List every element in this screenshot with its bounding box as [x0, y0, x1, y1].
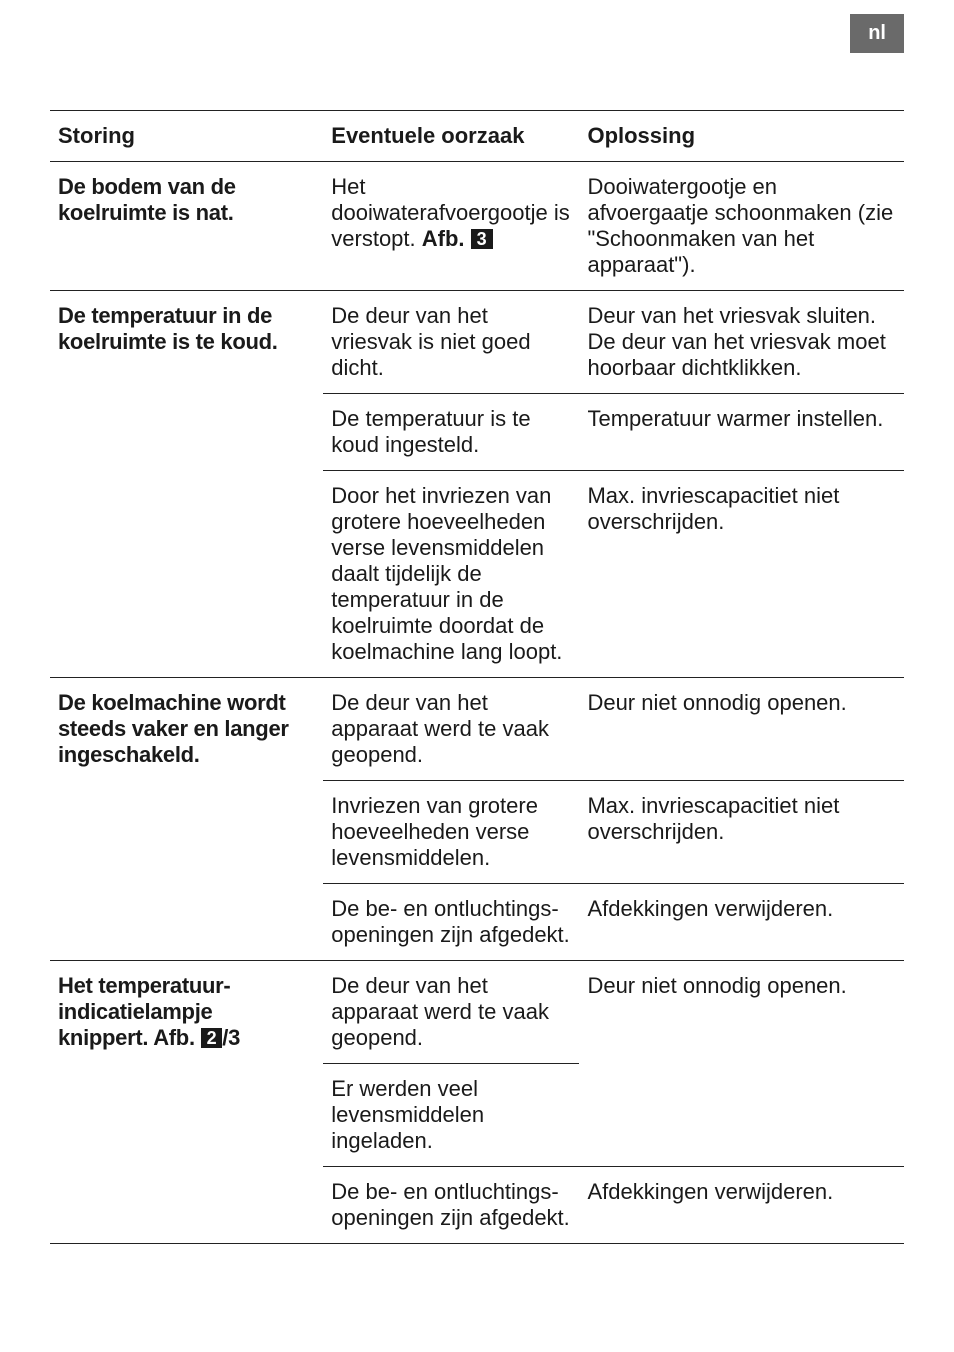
cause-4c: De be- en ontluchtings-openingen zijn af… [323, 1167, 579, 1244]
lang-tag: nl [850, 14, 904, 53]
cause-3c: De be- en ontluchtings-openingen zijn af… [323, 884, 579, 961]
storing-4-l3a: knippert. Afb. [58, 1025, 201, 1050]
th-solution: Oplossing [579, 111, 904, 162]
storing-3: De koelmachine wordt steeds vaker en lan… [50, 678, 323, 961]
storing-2: De temperatuur in de koelruimte is te ko… [50, 291, 323, 678]
sol-4a: Deur niet onnodig openen. [579, 961, 904, 1167]
sol-2c: Max. invriescapacitiet niet overschrijde… [579, 471, 904, 678]
cause-3b: Invriezen van grotere hoeveelheden verse… [323, 781, 579, 884]
storing-4-l3b: /3 [222, 1025, 240, 1050]
storing-4-l2: indicatielampje [58, 999, 212, 1024]
th-storing: Storing [50, 111, 323, 162]
cause-2a: De deur van het vriesvak is niet goed di… [323, 291, 579, 394]
cause-2c: Door het invriezen van grotere hoeveelhe… [323, 471, 579, 678]
cause-2b: De temperatuur is te koud ingesteld. [323, 394, 579, 471]
sol-3b: Max. invriescapacitiet niet overschrijde… [579, 781, 904, 884]
storing-4: Het temperatuur- indicatielampje knipper… [50, 961, 323, 1244]
th-cause: Eventuele oorzaak [323, 111, 579, 162]
cause-4a: De deur van het apparaat werd te vaak ge… [323, 961, 579, 1064]
cause-3a: De deur van het apparaat werd te vaak ge… [323, 678, 579, 781]
storing-1: De bodem van de koelruimte is nat. [50, 162, 323, 291]
row-2a: De temperatuur in de koelruimte is te ko… [50, 291, 904, 394]
sol-3a: Deur niet onnodig openen. [579, 678, 904, 781]
header-row: Storing Eventuele oorzaak Oplossing [50, 111, 904, 162]
afb-num-3: 3 [471, 229, 493, 249]
row-4a: Het temperatuur- indicatielampje knipper… [50, 961, 904, 1064]
storing-4-l3: knippert. Afb. 2/3 [58, 1025, 240, 1050]
sol-4c: Afdekkingen verwijderen. [579, 1167, 904, 1244]
row-1: De bodem van de koelruimte is nat. Het d… [50, 162, 904, 291]
row-3a: De koelmachine wordt steeds vaker en lan… [50, 678, 904, 781]
sol-2b: Temperatuur warmer instellen. [579, 394, 904, 471]
sol-1: Dooiwatergootje en afvoergaatje schoonma… [579, 162, 904, 291]
sol-2a: Deur van het vriesvak sluiten. De deur v… [579, 291, 904, 394]
sol-3c: Afdekkingen verwijderen. [579, 884, 904, 961]
troubleshooting-table: Storing Eventuele oorzaak Oplossing De b… [50, 110, 904, 1244]
page: nl Storing Eventuele oorzaak Oplossing D… [0, 0, 954, 1352]
afb-label: Afb. [422, 226, 471, 251]
cause-1: Het dooiwaterafvoergootje is verstopt. A… [323, 162, 579, 291]
afb-num-2: 2 [201, 1028, 223, 1048]
cause-4b: Er werden veel levensmiddelen ingeladen. [323, 1064, 579, 1167]
storing-4-l1: Het temperatuur- [58, 973, 230, 998]
